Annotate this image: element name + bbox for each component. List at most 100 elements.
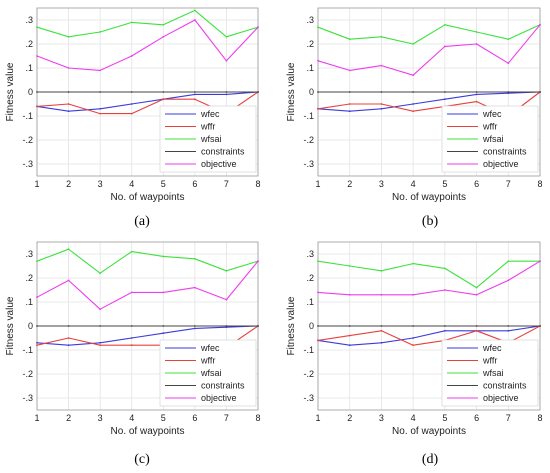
data-point-constraints xyxy=(67,91,70,93)
data-point-wffr xyxy=(412,110,415,113)
data-point-objective xyxy=(317,291,319,294)
series-line-wfsai xyxy=(317,260,540,289)
x-tick-label: 4 xyxy=(411,179,416,189)
series-line-wfec xyxy=(36,91,259,112)
data-point-objective xyxy=(67,279,70,282)
data-point-wffr xyxy=(317,107,319,110)
data-point-objective xyxy=(99,69,102,72)
data-point-objective xyxy=(539,260,541,263)
data-point-wffr xyxy=(67,337,70,339)
y-tick-label: .3 xyxy=(306,249,314,259)
data-point-constraints xyxy=(130,91,133,93)
legend-label-wfec: wfec xyxy=(482,343,502,353)
data-point-constraints xyxy=(443,91,446,93)
y-tick-label: .1 xyxy=(25,297,33,307)
data-point-constraints xyxy=(507,91,510,93)
data-point-wfec xyxy=(507,329,510,332)
data-point-wfec xyxy=(193,93,196,96)
x-tick-label: 8 xyxy=(537,179,542,189)
y-tick-label: .3 xyxy=(25,15,33,25)
x-tick-label: 6 xyxy=(474,179,479,189)
y-tick-label: 0 xyxy=(309,87,314,97)
legend-label-constraints: constraints xyxy=(201,381,245,391)
data-point-wfec xyxy=(348,344,351,347)
chart-panel-4: 1 2 3 4 5 6 7 8 -.3 -.2 -.1 0 .1 .2 .3 No. of waypoints… xyxy=(286,241,543,467)
data-point-wffr xyxy=(317,339,319,342)
data-point-wfsai xyxy=(99,272,102,275)
data-point-wfsai xyxy=(317,26,319,29)
data-point-constraints xyxy=(162,325,165,327)
data-point-wfsai xyxy=(475,286,478,289)
data-point-constraints xyxy=(36,325,38,327)
x-tick-label: 5 xyxy=(442,179,447,189)
x-tick-label: 8 xyxy=(537,413,542,423)
x-tick-label: 7 xyxy=(224,179,229,189)
legend: wfec wffr wfsai constraints objective xyxy=(441,339,539,407)
data-point-wfsai xyxy=(193,9,196,12)
data-point-wfsai xyxy=(412,43,415,45)
data-point-wfsai xyxy=(193,257,196,260)
data-point-objective xyxy=(348,293,351,296)
data-point-wfec xyxy=(443,98,446,101)
data-point-constraints xyxy=(67,325,70,327)
data-point-objective xyxy=(67,67,70,69)
y-axis-label: Fitness value xyxy=(5,296,16,355)
x-tick-label: 3 xyxy=(379,179,384,189)
data-point-wffr xyxy=(130,112,133,115)
data-point-objective xyxy=(348,69,351,72)
y-tick-label: .2 xyxy=(25,273,33,283)
legend-label-wfsai: wfsai xyxy=(200,134,222,144)
y-tick-label: 0 xyxy=(309,321,314,331)
data-point-wfsai xyxy=(317,260,319,263)
data-point-wfsai xyxy=(507,260,510,263)
x-axis-label: No. of waypoints xyxy=(392,426,466,437)
chart-panel-3: 1 2 3 4 5 6 7 8 -.3 -.2 -.1 0 .1 .2 .3 No. of waypoints… xyxy=(5,241,261,467)
data-point-objective xyxy=(162,35,165,38)
y-axis-label: Fitness value xyxy=(286,62,297,121)
data-point-wfsai xyxy=(380,269,383,272)
data-point-wfsai xyxy=(225,269,228,272)
data-point-constraints xyxy=(317,325,319,327)
legend-label-wffr: wffr xyxy=(200,122,215,132)
y-tick-label: -.3 xyxy=(22,393,33,403)
data-point-objective xyxy=(443,289,446,291)
y-tick-label: -.1 xyxy=(22,345,33,355)
x-tick-label: 6 xyxy=(192,179,197,189)
x-tick-label: 6 xyxy=(474,413,479,423)
y-tick-label: .2 xyxy=(306,273,314,283)
data-point-wfsai xyxy=(225,35,228,38)
data-point-wfec xyxy=(412,337,415,339)
data-point-wffr xyxy=(36,344,38,347)
y-tick-label: .1 xyxy=(306,297,314,307)
data-point-objective xyxy=(162,291,165,294)
data-point-objective xyxy=(380,293,383,296)
legend-label-wffr: wffr xyxy=(482,356,497,366)
x-tick-label: 3 xyxy=(98,179,103,189)
data-point-wfec xyxy=(412,103,415,105)
data-point-objective xyxy=(193,19,196,21)
y-tick-label: -.2 xyxy=(303,135,314,145)
data-point-constraints xyxy=(193,91,196,93)
legend-label-wffr: wffr xyxy=(482,122,497,132)
x-tick-label: 8 xyxy=(255,179,260,189)
data-point-wffr xyxy=(67,103,70,105)
y-tick-label: .3 xyxy=(306,15,314,25)
panel-label: (d) xyxy=(422,452,439,467)
series-line-objective xyxy=(317,24,541,76)
data-point-wfec xyxy=(36,341,38,344)
data-point-wfec xyxy=(225,93,228,96)
data-point-wfec xyxy=(443,329,446,332)
x-tick-label: 8 xyxy=(255,413,260,423)
data-point-wfec xyxy=(67,110,70,113)
x-tick-label: 7 xyxy=(506,413,511,423)
data-point-wfsai xyxy=(99,31,102,33)
data-point-constraints xyxy=(99,325,102,327)
legend-label-wfsai: wfsai xyxy=(482,134,504,144)
y-tick-label: -.1 xyxy=(303,111,314,121)
data-point-objective xyxy=(130,55,133,57)
data-point-wfsai xyxy=(162,255,165,258)
y-tick-label: 0 xyxy=(28,87,33,97)
data-point-objective xyxy=(475,43,478,45)
data-point-constraints xyxy=(162,91,165,93)
data-point-objective xyxy=(225,59,228,62)
